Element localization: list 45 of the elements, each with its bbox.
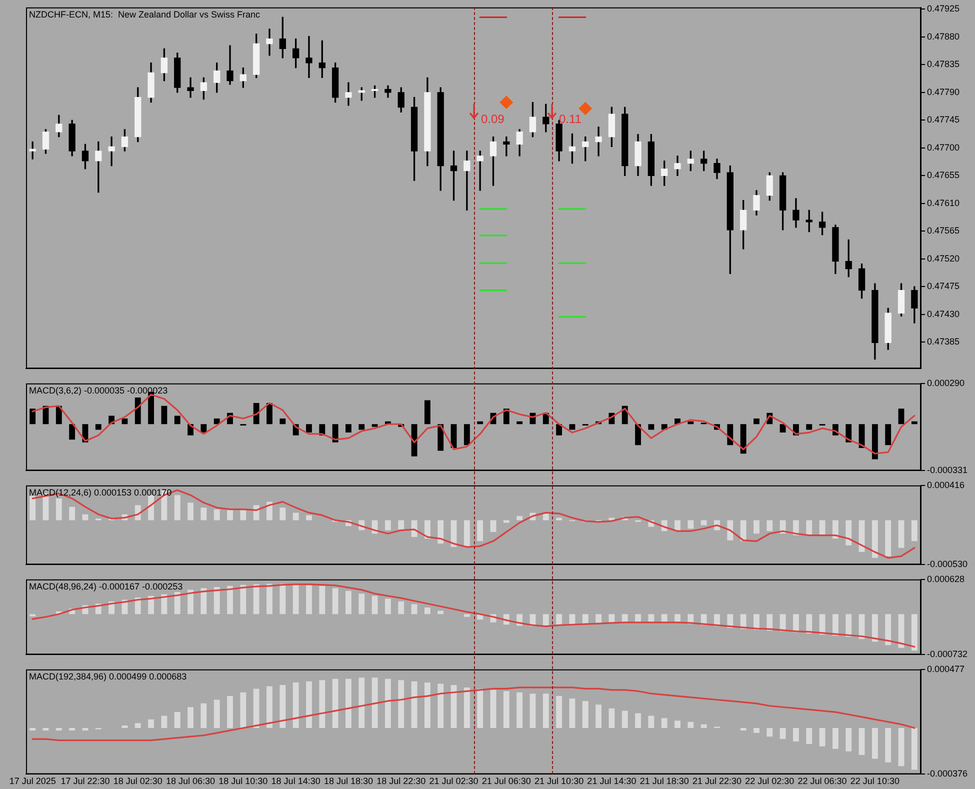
x-tick-label: 18 Jul 10:30 — [218, 776, 268, 786]
chart-title: MACD(192,384,96) 0.000499 0.000683 — [29, 671, 187, 682]
y-tick-label: -0.000732 — [927, 649, 968, 660]
annotation: 0.11 — [559, 112, 582, 126]
x-tick-label: 21 Jul 22:30 — [692, 776, 742, 786]
x-tick-label: 22 Jul 10:30 — [850, 776, 900, 786]
x-tick-label: 18 Jul 14:30 — [271, 776, 320, 786]
chart-title: NZDCHF-ECN, M15: New Zealand Dollar vs Swiss Franc — [29, 9, 261, 20]
y-tick-label: 0.47700 — [927, 142, 960, 152]
y-tick-label: 0.47790 — [927, 86, 960, 97]
y-tick-label: 0.47610 — [927, 198, 960, 208]
y-tick-label: 0.000628 — [927, 574, 965, 584]
y-tick-label: 0.47520 — [927, 253, 960, 264]
chart-title: MACD(48,96,24) -0.000167 -0.000253 — [29, 581, 183, 592]
y-tick-label: 0.47430 — [927, 308, 960, 319]
x-tick-label: 17 Jul 2025 — [9, 776, 56, 786]
x-tick-label: 18 Jul 06:30 — [166, 776, 216, 786]
y-tick-label: 0.47880 — [927, 31, 960, 42]
y-tick-label: 0.47835 — [927, 59, 960, 70]
y-tick-label: 0.000477 — [927, 664, 965, 674]
y-tick-label: 0.000290 — [927, 378, 965, 388]
x-tick-label: 22 Jul 02:30 — [745, 776, 794, 786]
y-tick-label: 0.47565 — [927, 226, 960, 236]
y-tick-label: 0.47385 — [927, 336, 960, 347]
x-tick-label: 22 Jul 06:30 — [798, 776, 847, 786]
x-tick-label: 21 Jul 18:30 — [640, 776, 689, 786]
y-tick-label: -0.000376 — [927, 768, 968, 779]
y-tick-label: 0.47475 — [927, 281, 960, 292]
x-tick-label: 18 Jul 02:30 — [113, 776, 162, 786]
x-tick-label: 21 Jul 10:30 — [534, 776, 584, 786]
x-tick-label: 17 Jul 22:30 — [60, 776, 110, 786]
x-tick-label: 18 Jul 18:30 — [324, 776, 373, 786]
y-tick-label: 0.47745 — [927, 114, 960, 125]
chart-title: MACD(3,6,2) -0.000035 -0.000023 — [29, 385, 168, 396]
x-tick-label: 21 Jul 14:30 — [587, 776, 636, 786]
x-tick-label: 21 Jul 06:30 — [482, 776, 531, 786]
y-tick-label: 0.000416 — [927, 480, 965, 490]
x-tick-label: 21 Jul 02:30 — [429, 776, 478, 786]
y-tick-label: -0.000331 — [927, 465, 968, 476]
y-tick-label: -0.000530 — [927, 559, 968, 570]
y-tick-label: 0.47655 — [927, 170, 960, 180]
y-tick-label: 0.47925 — [927, 4, 960, 14]
annotation: 0.09 — [481, 112, 504, 126]
x-tick-label: 18 Jul 22:30 — [376, 776, 426, 786]
chart-title: MACD(12,24,6) 0.000153 0.000170 — [29, 487, 172, 498]
